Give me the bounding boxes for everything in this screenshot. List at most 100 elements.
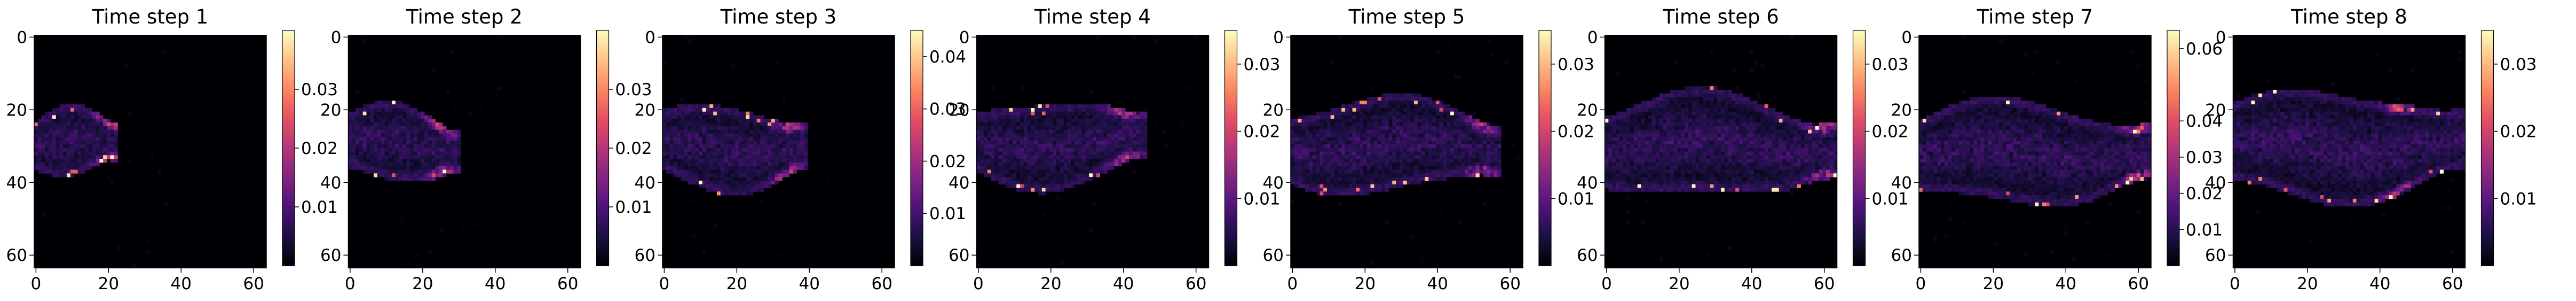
heatmap-cell [399, 144, 403, 149]
heatmap-cell [1435, 129, 1440, 134]
heatmap-cell [1078, 177, 1082, 181]
heatmap-cell [1637, 141, 1641, 145]
heatmap-cell [804, 144, 808, 149]
heatmap-cell [1334, 115, 1338, 119]
heatmap-cell [1085, 155, 1089, 159]
heatmap-cell [1291, 155, 1295, 159]
heatmap-cell [1356, 188, 1360, 192]
heatmap-cell [1381, 126, 1386, 130]
heatmap-cell [1699, 115, 1703, 119]
heatmap-cell [395, 129, 400, 134]
heatmap-cell [746, 177, 750, 181]
heatmap-cell [1721, 129, 1725, 134]
heatmap-cell [749, 169, 754, 174]
heatmap-cell [793, 129, 797, 134]
heatmap-cell [1724, 122, 1728, 127]
heatmap-cell [1056, 111, 1061, 115]
heatmap-cell [1074, 169, 1079, 174]
heatmap-cell [59, 144, 64, 149]
heatmap-cell [1023, 115, 1028, 119]
heatmap-cell [1425, 122, 1429, 127]
y-tick-label: 0 [1273, 28, 1284, 47]
heatmap-cell [684, 129, 688, 134]
heatmap-cell [804, 166, 808, 170]
heatmap-cell [1483, 166, 1487, 170]
heatmap-cell [1432, 119, 1436, 123]
heatmap-cell [724, 159, 728, 163]
heatmap-cell [388, 173, 392, 177]
heatmap-cell [756, 151, 761, 156]
heatmap-cell [980, 119, 984, 123]
heatmap-cell [1103, 111, 1108, 115]
heatmap-cell [738, 162, 742, 167]
heatmap-cell [424, 115, 429, 119]
heatmap-cell [976, 155, 981, 159]
heatmap-cell [1016, 184, 1021, 188]
heatmap-cell [374, 119, 378, 123]
heatmap-cell [749, 155, 754, 159]
heatmap-cell [728, 133, 732, 137]
heatmap-cell [1334, 126, 1338, 130]
heatmap-cell [1045, 159, 1049, 163]
heatmap-cell [1103, 104, 1108, 109]
heatmap-cell [384, 111, 389, 115]
heatmap-cell [1695, 101, 1700, 105]
heatmap-cell [1721, 89, 1725, 94]
heatmap-cell [1009, 133, 1013, 137]
heatmap-cell [1023, 141, 1028, 145]
heatmap-cell [1385, 97, 1389, 101]
heatmap-cell [1305, 129, 1309, 134]
heatmap-cell [67, 115, 71, 119]
heatmap-cell [52, 122, 57, 127]
heatmap-cell [410, 151, 414, 156]
heatmap-cell [1637, 104, 1641, 109]
heatmap-cell [1735, 104, 1740, 109]
heatmap-cell [1648, 126, 1653, 130]
heatmap-cell [1078, 198, 1082, 203]
heatmap-cell [1078, 162, 1082, 167]
heatmap-cell [771, 137, 776, 141]
heatmap-cell [1027, 180, 1031, 185]
heatmap-cell [1450, 151, 1455, 156]
heatmap-cell [59, 162, 64, 167]
heatmap-cell [88, 166, 93, 170]
heatmap-cell [388, 148, 392, 152]
heatmap-cell [1308, 184, 1313, 188]
heatmap-cell [1121, 111, 1126, 115]
heatmap-cell [1685, 97, 1689, 101]
heatmap-cell [1652, 122, 1656, 127]
heatmap-cell [1497, 155, 1502, 159]
heatmap-cell [1717, 104, 1721, 109]
heatmap-cell [716, 141, 721, 145]
heatmap-cell [677, 122, 681, 127]
heatmap-cell [789, 166, 794, 170]
heatmap-cell [431, 155, 436, 159]
heatmap-cell [1472, 119, 1476, 123]
heatmap-cell [132, 264, 136, 268]
heatmap-cell [688, 38, 692, 43]
heatmap-cell [1031, 129, 1035, 134]
heatmap-cell [1732, 119, 1736, 123]
heatmap-cell [1305, 166, 1309, 170]
heatmap-cell [1706, 97, 1711, 101]
heatmap-cell [1013, 111, 1017, 115]
heatmap-cell [1641, 122, 1645, 127]
heatmap-cell [1645, 144, 1649, 149]
heatmap-cell [1428, 107, 1433, 112]
heatmap-cell [1381, 184, 1386, 188]
heatmap-cell [1378, 173, 1382, 177]
heatmap-cell [1655, 129, 1660, 134]
heatmap-cell [984, 137, 988, 141]
heatmap-cell [1764, 104, 1768, 109]
heatmap-cell [410, 169, 414, 174]
heatmap-cell [1352, 162, 1356, 167]
heatmap-cell [1425, 111, 1429, 115]
heatmap-cell [96, 129, 100, 134]
heatmap-cell [1410, 141, 1415, 145]
heatmap-cell [782, 137, 786, 141]
heatmap-cell [724, 148, 728, 152]
heatmap-cell [1385, 144, 1389, 149]
heatmap-cell [417, 126, 421, 130]
heatmap-cell [775, 60, 779, 65]
heatmap-cell [1023, 119, 1028, 123]
